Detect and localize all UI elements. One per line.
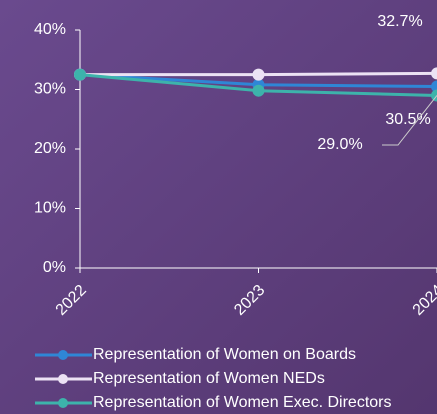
value-label: 30.5% xyxy=(385,111,430,128)
y-tick-label: 20% xyxy=(34,140,66,157)
legend-label: Representation of Women Exec. Directors xyxy=(93,394,392,411)
y-tick-label: 40% xyxy=(34,21,66,38)
legend-marker xyxy=(58,398,68,408)
point xyxy=(431,89,437,102)
point xyxy=(74,68,86,81)
legend-label: Representation of Women NEDs xyxy=(93,370,325,387)
point xyxy=(252,68,265,81)
legend-marker xyxy=(58,350,68,360)
legend-label: Representation of Women on Boards xyxy=(93,346,356,363)
point xyxy=(252,84,265,97)
point xyxy=(431,80,437,93)
y-tick-label: 10% xyxy=(34,200,66,217)
point xyxy=(431,67,437,80)
y-tick-label: 0% xyxy=(43,259,66,276)
y-tick-label: 30% xyxy=(34,81,66,98)
value-label: 29.0% xyxy=(317,136,362,153)
legend-marker xyxy=(58,374,68,384)
value-label: 32.7% xyxy=(377,13,422,30)
leader-line xyxy=(382,95,437,146)
